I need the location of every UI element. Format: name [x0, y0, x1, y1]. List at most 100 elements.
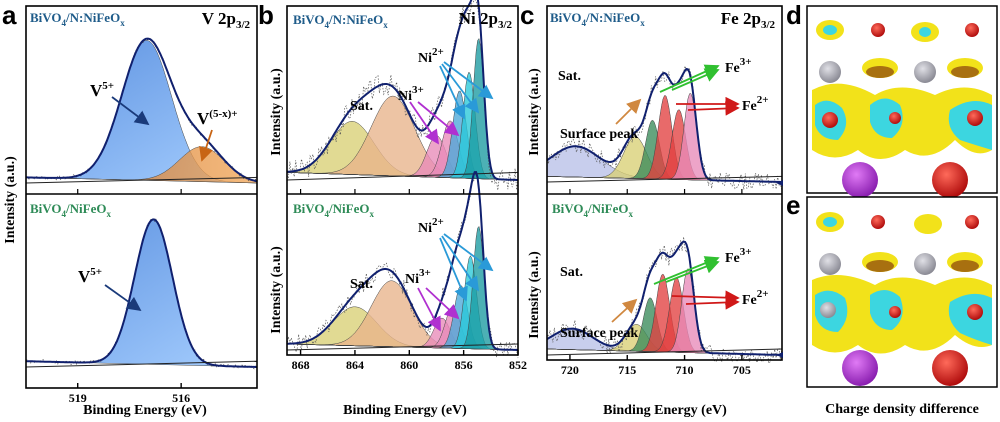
anno-c-fe2-bottom: Fe2+ [742, 288, 769, 308]
anno-c-sat-top: Sat. [558, 69, 581, 84]
frame-b [286, 5, 519, 356]
sample-label-b-bottom: BiVO4/NiFeOx [293, 201, 374, 219]
anno-c-fe2-top: Fe2+ [742, 94, 769, 114]
sample-label-a-top: BiVO4/N:NiFeOx [30, 10, 125, 28]
xtick-label-b-3: 856 [455, 358, 473, 372]
xtick-label-b-0: 868 [292, 358, 310, 372]
raw-data-c [546, 65, 783, 191]
arrow-b-ni2-bottom-3 [443, 233, 494, 272]
anno-a-v5-top: V5+ [90, 80, 114, 100]
baseline-c [546, 348, 783, 356]
ylabel-c-bottom: Intensity (a.u.) [527, 251, 542, 339]
baseline-a [25, 176, 258, 184]
anno-b-sat-top: Sat. [350, 99, 373, 114]
edge-arrow-c-top [776, 180, 783, 186]
dft-panel-d [806, 5, 998, 198]
arrow-b-ni3-top-1 [409, 101, 440, 145]
baseline-a [25, 360, 258, 368]
anno-b-sat-bottom: Sat. [350, 277, 373, 292]
arrow-b-ni3-bottom-1 [417, 287, 441, 332]
anno-c-surface-top: Surface peak [560, 127, 638, 142]
xlabel-b: Binding Energy (eV) [343, 403, 467, 418]
sample-label-a-bottom: BiVO4/NiFeOx [30, 201, 111, 219]
arrow-b-ni3-top-2 [417, 101, 460, 137]
title-c: Fe 2p3/2 [721, 9, 776, 31]
envelope-c [546, 67, 782, 183]
arrow-b-ni2-top-1 [439, 65, 466, 120]
envelope-b [287, 171, 518, 351]
xtick-label-c-0: 720 [561, 363, 579, 377]
dft-panel-e-atoms [819, 215, 983, 386]
title-a: V 2p3/2 [202, 9, 251, 31]
dft-caption: Charge density difference [825, 402, 979, 417]
envelope-a [26, 218, 257, 368]
dft-panel-d-isosurfaces [812, 20, 992, 159]
xtick-label-c-3: 705 [733, 363, 751, 377]
peak-a-V5+-0 [25, 219, 258, 368]
xtick-label-c-1: 715 [618, 363, 636, 377]
panel-label-e: e [786, 190, 800, 220]
spectrum-c-9 [546, 65, 783, 191]
baseline-b [286, 343, 519, 351]
arrow-b-ni2-bottom-2 [441, 235, 479, 292]
anno-b-ni2-top: Ni2+ [418, 46, 444, 66]
anno-c-surface-bottom: Surface peak [560, 326, 638, 341]
spectrum-b-5 [286, 171, 519, 359]
xps-charts: 519 516 BiVO4/N:NiFeOx BiVO4/NiFeOx V 2p3/2 V… [25, 0, 783, 405]
arrow-c-fe3-bottom-2 [665, 259, 720, 283]
baseline-b [286, 171, 519, 181]
xtick-label-c-2: 710 [676, 363, 694, 377]
xlabel-a: Binding Energy (eV) [83, 403, 207, 418]
arrow-c-surface-top [615, 98, 642, 125]
anno-b-ni3-bottom: Ni3+ [405, 267, 431, 287]
dft-panel-e [806, 196, 998, 388]
arrow-b-ni2-top-3 [443, 61, 494, 100]
sample-label-b-top: BiVO4/N:NiFeOx [293, 12, 388, 30]
envelope-b [286, 0, 518, 181]
sample-label-c-top: BiVO4/N:NiFeOx [550, 10, 645, 28]
panel-label-b: b [258, 0, 274, 30]
edge-arrow-c-bottom [776, 352, 783, 358]
xtick-label-a-0: 519 [69, 391, 87, 405]
dft-panel-e-isosurfaces [812, 212, 992, 354]
panel-label-d: d [786, 0, 802, 30]
arrow-b-ni3-bottom-2 [425, 287, 460, 320]
dft-panels: Charge density difference [806, 5, 998, 417]
anno-c-fe3-bottom: Fe3+ [725, 246, 752, 266]
panel-label-a: a [2, 0, 17, 30]
arrow-c-surface-bottom [611, 298, 638, 323]
dft-panel-d-atoms [819, 23, 983, 198]
ylabel-b-top: Intensity (a.u.) [269, 68, 284, 156]
frame-a [25, 5, 258, 389]
arrow-c-fe3-top-2 [671, 68, 720, 91]
arrow-a-v5-bottom [104, 284, 142, 312]
arrow-c-fe2-top-2 [687, 101, 740, 116]
arrow-c-fe2-bottom-2 [685, 295, 740, 310]
ylabel-c-top: Intensity (a.u.) [527, 68, 542, 156]
envelope-a [26, 37, 258, 183]
xlabel-c: Binding Energy (eV) [603, 403, 727, 418]
raw-data-c [546, 236, 783, 365]
arrow-a-vx [199, 129, 213, 162]
anno-a-vx: V(5-x)+ [197, 108, 238, 128]
spectrum-c-13 [546, 236, 783, 365]
ylabel-a: Intensity (a.u.) [3, 156, 18, 244]
arrow-b-ni2-top-2 [441, 63, 480, 114]
xtick-label-b-2: 860 [400, 358, 418, 372]
anno-a-v5-bottom: V5+ [78, 266, 102, 286]
anno-b-ni2-bottom: Ni2+ [418, 216, 444, 236]
envelope-c [546, 240, 782, 356]
anno-b-ni3-top: Ni3+ [398, 84, 424, 104]
panel-label-c: c [520, 0, 534, 30]
anno-c-sat-bottom: Sat. [560, 265, 583, 280]
xtick-label-b-4: 852 [509, 358, 527, 372]
xtick-label-b-1: 864 [346, 358, 364, 372]
ylabel-b-bottom: Intensity (a.u.) [269, 246, 284, 334]
baseline-c [546, 175, 783, 183]
anno-c-fe3-top: Fe3+ [725, 56, 752, 76]
arrow-b-ni2-bottom-1 [439, 237, 468, 302]
spectrum-a-11 [25, 218, 258, 370]
arrow-a-v5-top [111, 96, 150, 126]
title-b: Ni 2p3/2 [459, 9, 513, 31]
